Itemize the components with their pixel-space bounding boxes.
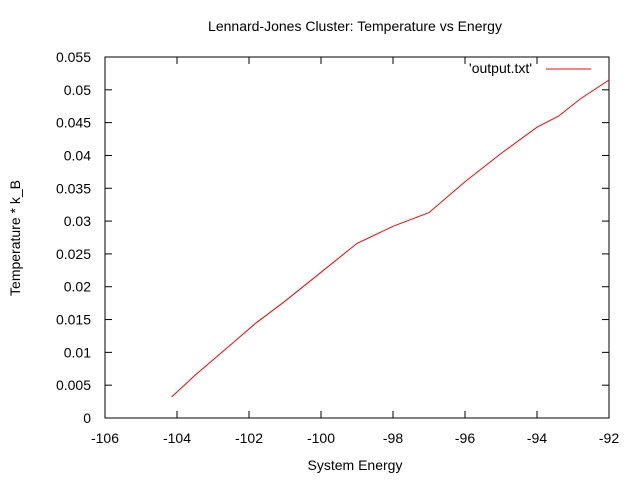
y-tick-label: 0.03 — [64, 213, 91, 229]
y-tick-label: 0.005 — [56, 377, 91, 393]
x-tick-label: -94 — [527, 430, 547, 446]
y-tick-label: 0.025 — [56, 246, 91, 262]
chart-title: Lennard-Jones Cluster: Temperature vs En… — [208, 18, 502, 34]
y-tick-label: 0.055 — [56, 49, 91, 65]
x-tick-label: -102 — [235, 430, 263, 446]
y-tick-label: 0.05 — [64, 82, 91, 98]
x-tick-label: -106 — [91, 430, 119, 446]
y-tick-label: 0.045 — [56, 115, 91, 131]
y-tick-label: 0.01 — [64, 344, 91, 360]
x-tick-label: -98 — [383, 430, 403, 446]
x-tick-label: -96 — [455, 430, 475, 446]
y-tick-label: 0.015 — [56, 312, 91, 328]
x-tick-label: -104 — [163, 430, 191, 446]
y-axis-label: Temperature * k_B — [7, 180, 23, 296]
legend: 'output.txt' — [469, 60, 591, 76]
x-tick-label: -100 — [307, 430, 335, 446]
y-tick-label: 0.04 — [64, 147, 91, 163]
series-line-output-txt — [171, 79, 610, 398]
plot-frame — [104, 56, 610, 419]
y-axis-ticks: 0 0.005 0.01 0.015 0.02 0.025 0.03 0.035 0.04 0.0… — [56, 49, 609, 426]
y-tick-label: 0.02 — [64, 279, 91, 295]
legend-label-output-txt: 'output.txt' — [469, 60, 532, 76]
y-tick-label: 0 — [83, 410, 91, 426]
y-tick-label: 0.035 — [56, 180, 91, 196]
x-axis-label: System Energy — [308, 457, 403, 473]
x-tick-label: -92 — [599, 430, 619, 446]
x-axis-ticks: -106 -104 -102 -100 -98 -96 -94 -92 — [91, 57, 619, 446]
series-layer — [171, 79, 610, 398]
